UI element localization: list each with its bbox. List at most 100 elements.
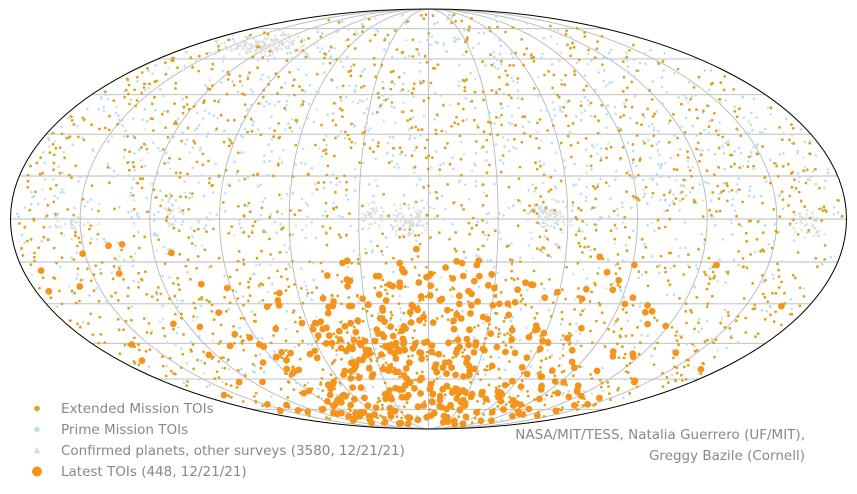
prime-toi-point <box>662 69 666 72</box>
prime-toi-point <box>765 310 768 313</box>
latest-toi-point <box>488 417 495 425</box>
confirmed-planet-point <box>351 100 355 103</box>
extended-toi-point <box>173 102 176 105</box>
confirmed-planet-point <box>720 315 724 319</box>
extended-toi-point <box>74 230 77 234</box>
latest-toi-point <box>324 272 331 279</box>
extended-toi-point <box>361 319 365 323</box>
prime-toi-point <box>467 198 471 201</box>
prime-toi-point <box>161 274 164 278</box>
extended-toi-point <box>418 242 422 246</box>
extended-toi-point <box>412 87 415 91</box>
extended-toi-point <box>169 369 173 373</box>
prime-toi-point <box>590 168 593 171</box>
extended-toi-point <box>179 195 182 199</box>
extended-toi-point <box>499 291 503 294</box>
prime-toi-point <box>275 231 279 234</box>
extended-toi-point <box>133 88 137 92</box>
extended-toi-point <box>488 163 491 167</box>
prime-toi-point <box>703 69 707 72</box>
extended-toi-point <box>612 209 616 213</box>
confirmed-planet-point <box>250 36 254 40</box>
extended-toi-point <box>594 197 598 201</box>
extended-toi-point <box>187 208 191 211</box>
prime-toi-point <box>736 183 739 186</box>
confirmed-planet-point <box>410 224 414 228</box>
extended-toi-point <box>774 310 777 314</box>
extended-toi-point <box>306 173 310 177</box>
extended-toi-point <box>146 66 149 70</box>
extended-toi-point <box>471 216 475 220</box>
extended-toi-point <box>197 297 201 301</box>
prime-toi-point <box>284 327 288 331</box>
latest-toi-point <box>349 416 357 424</box>
extended-toi-point <box>609 145 613 149</box>
extended-toi-point <box>631 158 635 162</box>
confirmed-planet-point <box>266 45 270 49</box>
prime-toi-point <box>623 57 627 60</box>
extended-toi-point <box>202 101 206 105</box>
confirmed-planet-point <box>251 272 255 276</box>
prime-toi-point <box>507 83 511 87</box>
latest-toi-point <box>215 309 223 316</box>
confirmed-planet-point <box>680 333 684 337</box>
extended-toi-point <box>481 244 485 248</box>
prime-toi-point <box>408 133 412 137</box>
prime-toi-point <box>322 186 326 190</box>
prime-toi-point <box>687 165 690 169</box>
prime-toi-point <box>181 97 184 101</box>
extended-toi-point <box>535 203 538 207</box>
prime-toi-point <box>578 260 582 263</box>
extended-toi-point <box>456 122 460 126</box>
confirmed-planet-point <box>473 77 477 80</box>
prime-toi-point <box>771 273 775 277</box>
extended-toi-point <box>706 302 710 305</box>
latest-toi-point <box>347 401 354 409</box>
latest-toi-point <box>472 339 480 346</box>
extended-toi-point <box>497 75 501 79</box>
extended-toi-point <box>335 335 338 339</box>
extended-toi-point <box>229 384 233 387</box>
extended-toi-point <box>607 327 610 331</box>
confirmed-planet-point <box>273 41 277 45</box>
extended-toi-point <box>672 167 676 171</box>
confirmed-planet-point <box>416 213 420 217</box>
prime-toi-point <box>194 244 197 247</box>
extended-toi-point <box>798 304 802 308</box>
prime-toi-point <box>280 212 284 216</box>
prime-toi-point <box>182 381 185 384</box>
prime-toi-point <box>132 177 136 181</box>
extended-toi-point <box>247 299 250 303</box>
prime-toi-point <box>796 151 799 155</box>
latest-toi-point <box>348 302 356 310</box>
extended-toi-point <box>425 138 429 142</box>
extended-toi-point <box>319 381 323 385</box>
prime-toi-point <box>442 218 446 221</box>
prime-toi-point <box>583 74 587 77</box>
extended-toi-point <box>744 316 748 320</box>
prime-toi-point <box>156 146 160 150</box>
extended-toi-point <box>490 89 494 92</box>
prime-toi-point <box>130 186 134 190</box>
extended-toi-point <box>185 384 189 387</box>
extended-toi-point <box>215 370 219 374</box>
prime-toi-point <box>312 120 316 124</box>
extended-toi-point <box>329 373 333 377</box>
extended-toi-point <box>565 29 568 33</box>
extended-toi-point <box>337 233 341 237</box>
extended-toi-point <box>180 139 184 143</box>
latest-toi-point <box>445 339 452 347</box>
latest-toi-point <box>529 281 537 289</box>
prime-toi-point <box>392 270 395 274</box>
prime-toi-point <box>240 151 243 154</box>
prime-toi-point <box>477 285 481 289</box>
latest-toi-point <box>443 405 450 413</box>
prime-toi-point <box>390 93 393 97</box>
extended-toi-point <box>232 118 236 122</box>
extended-toi-point <box>135 75 139 79</box>
extended-toi-point <box>217 44 220 48</box>
extended-toi-point <box>327 18 331 22</box>
extended-toi-point <box>166 136 170 139</box>
latest-toi-point <box>551 378 559 385</box>
confirmed-planet-point <box>650 221 655 224</box>
